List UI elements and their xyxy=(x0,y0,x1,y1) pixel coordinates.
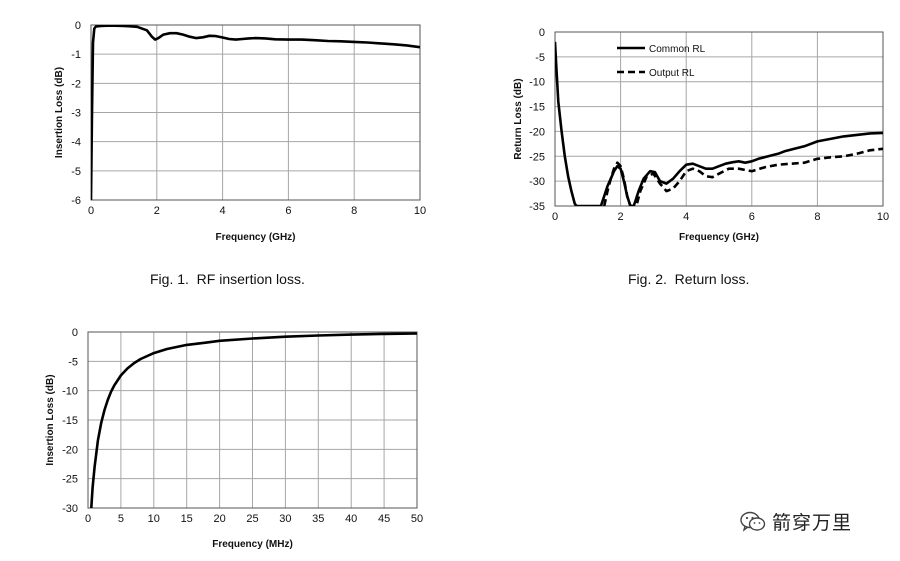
y-tick-label: -15 xyxy=(62,415,78,427)
y-tick-label: -5 xyxy=(535,52,545,64)
legend-label: Common RL xyxy=(649,44,706,55)
y-tick-label: -30 xyxy=(529,176,545,188)
common-rl-series-line xyxy=(555,41,883,206)
data-series-line xyxy=(90,332,417,508)
y-tick-label: -20 xyxy=(62,444,78,456)
y-tick-label: -25 xyxy=(529,151,545,163)
plot-area-frame xyxy=(87,331,418,509)
x-tick-label: 0 xyxy=(85,513,91,525)
y-axis-label: Insertion Loss (dB) xyxy=(45,374,56,465)
y-tick-label: 0 xyxy=(75,20,81,32)
plot-area-frame xyxy=(554,31,884,207)
x-tick-label: 25 xyxy=(246,513,258,525)
x-tick-label: 20 xyxy=(213,513,225,525)
y-tick-label: -30 xyxy=(62,503,78,515)
x-tick-label: 30 xyxy=(279,513,291,525)
figure-2-caption: Fig. 2. Return loss. xyxy=(628,271,750,287)
x-tick-label: 4 xyxy=(683,211,689,223)
y-tick-label: 0 xyxy=(72,327,78,339)
x-tick-label: 6 xyxy=(749,211,755,223)
legend-label: Output RL xyxy=(649,68,695,79)
x-axis-label: Frequency (GHz) xyxy=(215,232,295,243)
x-tick-label: 8 xyxy=(351,205,357,217)
y-tick-label: -10 xyxy=(62,386,78,398)
x-axis-label: Frequency (GHz) xyxy=(679,232,759,243)
x-tick-label: 6 xyxy=(285,205,291,217)
y-tick-label: -5 xyxy=(71,166,81,178)
x-tick-label: 5 xyxy=(118,513,124,525)
y-tick-label: -20 xyxy=(529,126,545,138)
return-loss-chart: 0 2 4 6 8 10 0 -5 -10 -15 -20 -25 -30 -35 Frequency (G… xyxy=(513,27,889,243)
y-tick-label: -6 xyxy=(71,195,81,207)
x-tick-label: 4 xyxy=(220,205,226,217)
rf-insertion-loss-chart: 0 2 4 6 8 10 0 -1 -2 -3 -4 -5 -6 Frequency (GHz) Inser… xyxy=(54,20,426,243)
output-rl-series-line xyxy=(602,147,883,206)
y-tick-label: -4 xyxy=(71,137,81,149)
x-tick-label: 10 xyxy=(148,513,160,525)
y-axis-label: Return Loss (dB) xyxy=(513,78,524,159)
x-tick-label: 40 xyxy=(345,513,357,525)
x-tick-label: 45 xyxy=(378,513,390,525)
y-tick-label: -25 xyxy=(62,474,78,486)
y-axis-label: Insertion Loss (dB) xyxy=(54,67,65,158)
mhz-insertion-loss-chart: 0 5 10 15 20 25 30 35 40 45 50 0 -5 -10 -15 -20 -25 -30 Fr… xyxy=(45,327,423,550)
y-tick-label: -2 xyxy=(71,78,81,90)
y-tick-label: -5 xyxy=(68,356,78,368)
x-tick-label: 35 xyxy=(312,513,324,525)
x-tick-label: 0 xyxy=(552,211,558,223)
watermark-text: 箭穿万里 xyxy=(772,512,853,534)
y-tick-label: -35 xyxy=(529,201,545,213)
y-tick-label: -3 xyxy=(71,108,81,120)
y-tick-label: 0 xyxy=(539,27,545,39)
x-tick-label: 2 xyxy=(154,205,160,217)
x-tick-label: 8 xyxy=(814,211,820,223)
x-tick-label: 2 xyxy=(618,211,624,223)
y-tick-label: -15 xyxy=(529,102,545,114)
watermark: 箭穿万里 xyxy=(740,508,852,535)
x-tick-label: 10 xyxy=(414,205,426,217)
data-series-line xyxy=(91,25,420,200)
x-tick-label: 15 xyxy=(181,513,193,525)
figure-1-caption: Fig. 1. RF insertion loss. xyxy=(150,271,305,287)
x-tick-label: 0 xyxy=(88,205,94,217)
y-tick-label: -1 xyxy=(71,49,81,61)
x-tick-label: 50 xyxy=(411,513,423,525)
y-tick-label: -10 xyxy=(529,77,545,89)
wechat-icon xyxy=(740,511,766,532)
x-axis-label: Frequency (MHz) xyxy=(212,539,293,550)
x-tick-label: 10 xyxy=(877,211,889,223)
